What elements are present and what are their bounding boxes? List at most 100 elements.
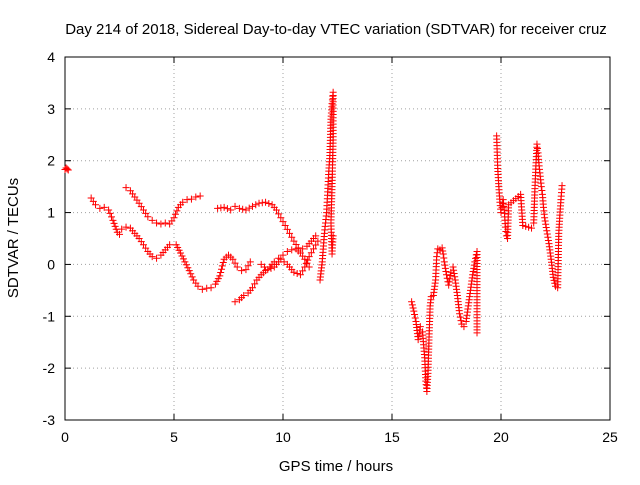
x-axis-label: GPS time / hours [279, 458, 393, 475]
data-point [216, 272, 224, 280]
data-point [446, 271, 454, 279]
data-point [290, 268, 298, 276]
data-point [446, 275, 454, 283]
data-point [218, 262, 226, 270]
series-trace-a [87, 194, 174, 262]
data-point [207, 284, 215, 292]
data-point [231, 259, 239, 267]
data-point [414, 336, 422, 344]
data-point [558, 182, 566, 190]
data-point [443, 271, 450, 279]
data-point [550, 276, 558, 284]
data-point [473, 329, 481, 337]
series-trace-f [257, 237, 322, 279]
data-point [264, 266, 272, 274]
y-tick-label: 3 [47, 101, 55, 117]
data-point [217, 204, 225, 212]
data-point [106, 209, 114, 217]
data-point [242, 206, 250, 214]
data-point [544, 233, 552, 241]
data-point [177, 249, 185, 257]
chart-title: Day 214 of 2018, Sidereal Day-to-day VTE… [65, 21, 607, 38]
data-point [301, 255, 309, 263]
data-point [63, 165, 71, 173]
data-point [433, 253, 441, 261]
data-point [543, 230, 551, 238]
data-point [148, 253, 156, 261]
data-point [537, 183, 545, 191]
data-point [538, 187, 546, 195]
y-axis-label: SDTVAR / TECUs [5, 178, 22, 298]
data-point [440, 258, 448, 266]
data-point [235, 204, 243, 212]
data-point [239, 205, 247, 213]
series-trace-20 [493, 132, 566, 292]
data-point [460, 323, 468, 331]
y-tick-label: -2 [43, 360, 56, 376]
data-point [281, 222, 289, 230]
y-tick-label: 1 [47, 205, 55, 221]
data-point [541, 217, 549, 225]
data-point [179, 198, 187, 206]
data-point [544, 236, 552, 244]
data-point [157, 220, 165, 228]
data-point [305, 253, 313, 261]
data-point [220, 203, 228, 211]
data-point [100, 203, 108, 211]
data-point [219, 259, 227, 267]
series-trace-d [214, 198, 320, 253]
series-start [61, 164, 72, 174]
data-point [227, 206, 235, 214]
data-point [533, 140, 541, 148]
data-point [148, 216, 156, 224]
data-point [441, 264, 449, 272]
y-tick-label: 2 [47, 153, 55, 169]
data-point [534, 145, 542, 153]
data-point [110, 219, 118, 227]
data-point [171, 210, 179, 218]
axis-ticks: 0 5 10 15 20 25 -3 -2 -1 0 1 2 3 4 [43, 49, 618, 445]
data-point [185, 267, 193, 275]
x-tick-label: 0 [61, 429, 69, 445]
data-point [214, 204, 222, 212]
data-point [118, 225, 126, 233]
data-point [122, 184, 130, 192]
data-point [245, 204, 253, 212]
data-point [240, 292, 248, 300]
data-point [187, 195, 195, 203]
data-point [542, 223, 550, 231]
x-tick-label: 15 [384, 429, 400, 445]
data-point [457, 317, 465, 325]
series-trace-b [122, 184, 204, 228]
data-point [519, 222, 527, 230]
data-point [293, 270, 301, 278]
data-point [183, 196, 191, 204]
data-point [456, 313, 464, 321]
data-point [542, 220, 550, 228]
data-point [525, 223, 533, 231]
data-point [288, 233, 296, 241]
data-point [218, 265, 226, 273]
data-point [248, 284, 256, 292]
data-point [246, 258, 254, 266]
data-point [469, 271, 477, 279]
data-point [179, 255, 187, 263]
data-point [272, 206, 280, 214]
data-point [233, 263, 241, 271]
data-point [283, 225, 291, 233]
data-point [411, 314, 419, 322]
data-point [442, 268, 450, 276]
data-point [549, 273, 557, 281]
data-point [182, 261, 190, 269]
data-point [416, 323, 424, 331]
data-point [409, 304, 417, 312]
data-point [217, 269, 225, 277]
y-tick-label: -1 [43, 308, 56, 324]
data-point [441, 261, 449, 269]
data-point [408, 301, 416, 309]
data-point [541, 214, 549, 222]
series-spike-12 [316, 88, 337, 284]
data-point [277, 214, 285, 222]
y-tick-label: 4 [47, 49, 55, 65]
